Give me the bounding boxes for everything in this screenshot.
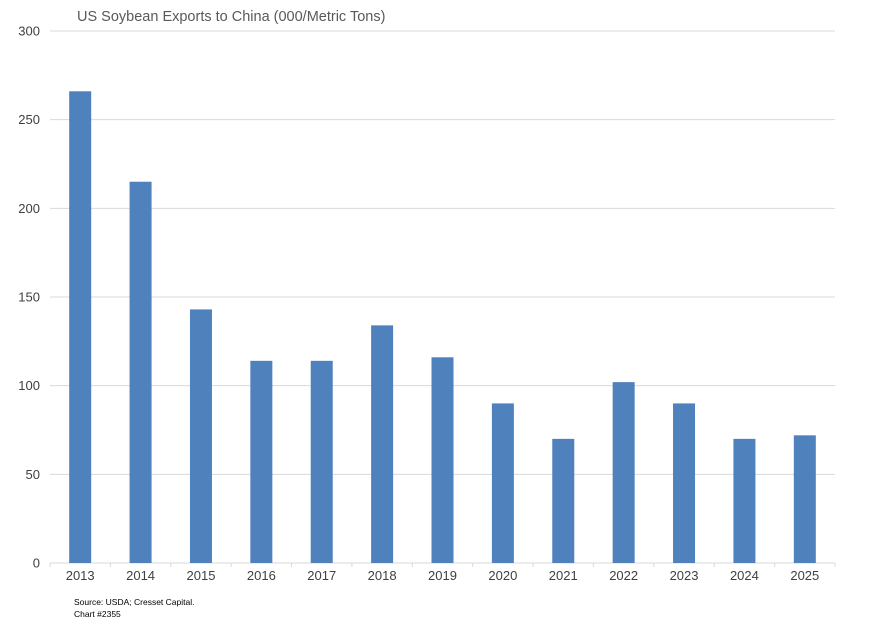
- x-tick-label: 2022: [609, 568, 638, 583]
- bar-2025: [793, 435, 816, 563]
- x-tick-label: 2024: [730, 568, 759, 583]
- y-tick-label: 250: [18, 112, 40, 127]
- chart-title: US Soybean Exports to China (000/Metric …: [77, 9, 385, 25]
- x-tick-label: 2017: [307, 568, 336, 583]
- bar-2015: [189, 309, 212, 563]
- x-tick-label: 2021: [549, 568, 578, 583]
- bar-2013: [69, 91, 92, 563]
- bar-2019: [431, 357, 454, 563]
- bar-2016: [250, 360, 273, 563]
- bar-2018: [371, 325, 394, 563]
- x-tick-label: 2014: [126, 568, 155, 583]
- y-axis: 0 50 100 150 200 250 300: [18, 24, 40, 571]
- chart-number: Chart #2355: [74, 609, 121, 619]
- bar-2014: [129, 181, 152, 563]
- x-tick-label: 2019: [428, 568, 457, 583]
- bar-2021: [552, 438, 575, 563]
- x-tick-label: 2013: [66, 568, 95, 583]
- x-tick-label: 2016: [247, 568, 276, 583]
- y-tick-label: 0: [33, 556, 40, 571]
- x-axis: 2013 2014 2015 2016 2017 2018 2019 2020 2021 2022…: [49, 563, 836, 583]
- bar-2022: [612, 382, 635, 563]
- x-tick-label: 2023: [670, 568, 699, 583]
- y-tick-label: 150: [18, 290, 40, 305]
- bar-2020: [491, 403, 514, 563]
- y-tick-label: 50: [26, 467, 40, 482]
- x-tick-label: 2018: [368, 568, 397, 583]
- x-tick-label: 2015: [187, 568, 216, 583]
- bar-2017: [310, 360, 333, 563]
- bars: [69, 91, 816, 563]
- y-tick-label: 100: [18, 378, 40, 393]
- bar-2023: [673, 403, 696, 563]
- y-tick-label: 200: [18, 201, 40, 216]
- source-note: Source: USDA; Cresset Capital.: [74, 597, 195, 607]
- y-tick-label: 300: [18, 24, 40, 39]
- bar-2024: [733, 438, 756, 563]
- x-tick-label: 2025: [790, 568, 819, 583]
- x-tick-label: 2020: [488, 568, 517, 583]
